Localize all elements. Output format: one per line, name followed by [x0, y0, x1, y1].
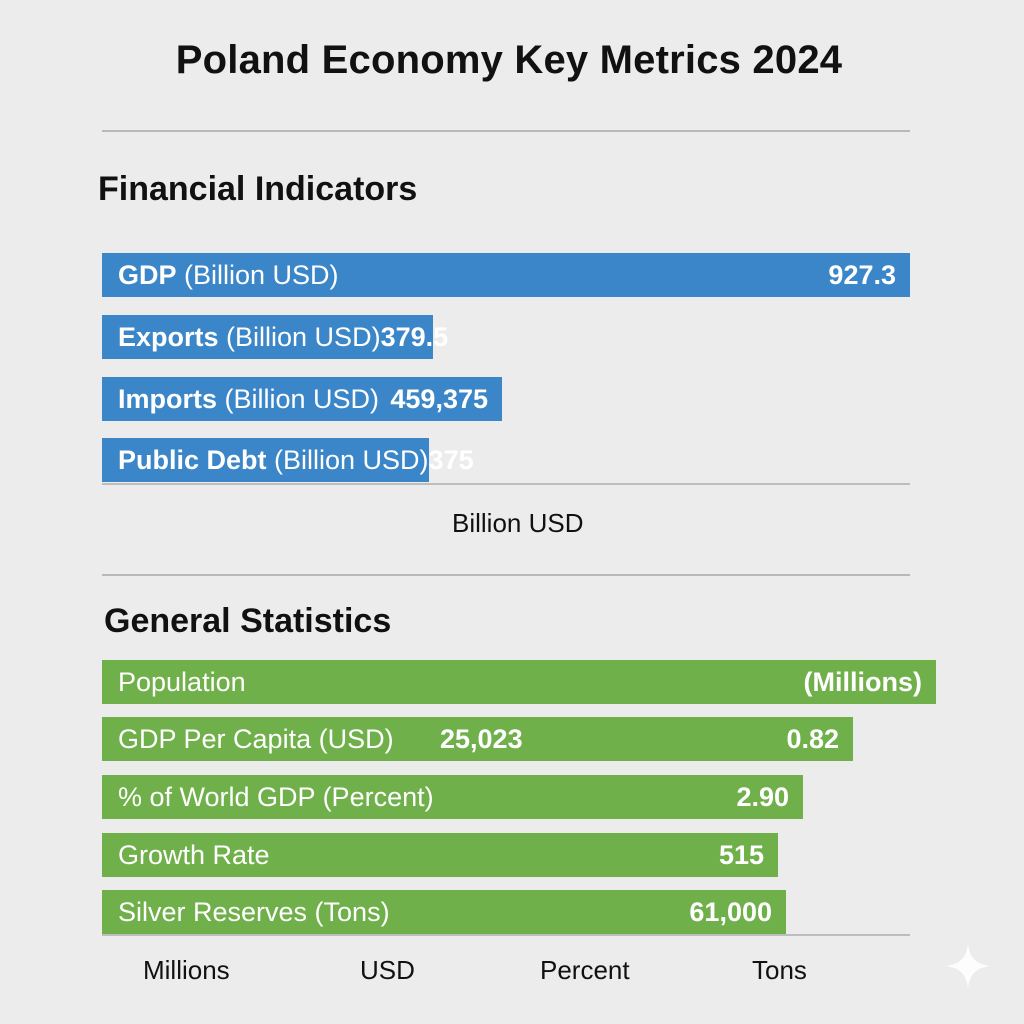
financial-bar: Exports (Billion USD) 379.5: [102, 315, 448, 359]
general-bar-value: (Millions): [803, 666, 922, 697]
general-axis-line: [102, 934, 910, 936]
financial-bar-value: 459,375: [390, 383, 488, 414]
general-axis-label-percent: Percent: [540, 955, 630, 985]
general-bar: Population (Millions): [102, 660, 936, 704]
title-divider: [102, 130, 910, 132]
financial-bar-value: 379.5: [380, 321, 449, 352]
financial-bar: GDP (Billion USD) 927.3: [102, 253, 910, 297]
financial-bar-label-main: Imports: [118, 383, 218, 414]
financial-bar-label-unit: (Billion USD): [218, 321, 381, 352]
financial-bar-label-unit: (Billion USD): [266, 444, 429, 475]
financial-axis-label: Billion USD: [452, 508, 584, 538]
financial-bar-label: Public Debt (Billion USD): [118, 445, 429, 476]
financial-bar-value: 927.3: [828, 259, 896, 290]
general-axis-label-usd: USD: [360, 955, 415, 985]
general-axis-label-millions: Millions: [143, 955, 230, 985]
general-bar-label: Growth Rate: [118, 839, 270, 870]
general-bar: GDP Per Capita (USD) 0.82 25,023: [102, 717, 853, 761]
financial-bar-value: 375: [428, 444, 474, 475]
financial-bar: Public Debt (Billion USD) 375: [102, 438, 474, 482]
financial-bar-label-unit: (Billion USD): [217, 383, 380, 414]
general-bar-value: 2.90: [736, 781, 789, 812]
general-bar: % of World GDP (Percent) 2.90: [102, 775, 803, 819]
general-bar-label: Silver Reserves (Tons): [118, 896, 390, 927]
general-bar-label: GDP Per Capita (USD): [118, 723, 394, 754]
general-bar: Growth Rate 515: [102, 833, 778, 877]
financial-axis-line: [102, 483, 910, 485]
financial-bar: Imports (Billion USD) 459,375: [102, 377, 502, 421]
general-bar: Silver Reserves (Tons) 61,000: [102, 890, 786, 934]
financial-bar-label-main: Exports: [118, 321, 219, 352]
general-bar-label: % of World GDP (Percent): [118, 781, 434, 812]
general-bar-label: Population: [118, 666, 246, 697]
financial-bar-label: Imports (Billion USD): [118, 384, 379, 415]
general-bar-value: 515: [718, 839, 764, 870]
chart-title: Poland Economy Key Metrics 2024: [175, 38, 843, 82]
sparkle-icon: [946, 944, 990, 988]
financial-bar-label: Exports (Billion USD): [118, 322, 381, 353]
general-axis-label-tons: Tons: [752, 955, 807, 985]
financial-bar-label-main: GDP: [118, 259, 177, 290]
general-bar-value: 0.82: [786, 723, 839, 754]
general-bar-secondary-value: 25,023: [440, 723, 523, 754]
financial-bar-label-main: Public Debt: [118, 444, 267, 475]
section-divider: [102, 574, 910, 576]
general-section-title: General Statistics: [104, 602, 392, 640]
general-bar-value: 61,000: [689, 896, 772, 927]
financial-section-title: Financial Indicators: [98, 170, 418, 208]
financial-bar-label-unit: (Billion USD): [176, 259, 339, 290]
financial-bar-label: GDP (Billion USD): [118, 260, 339, 291]
